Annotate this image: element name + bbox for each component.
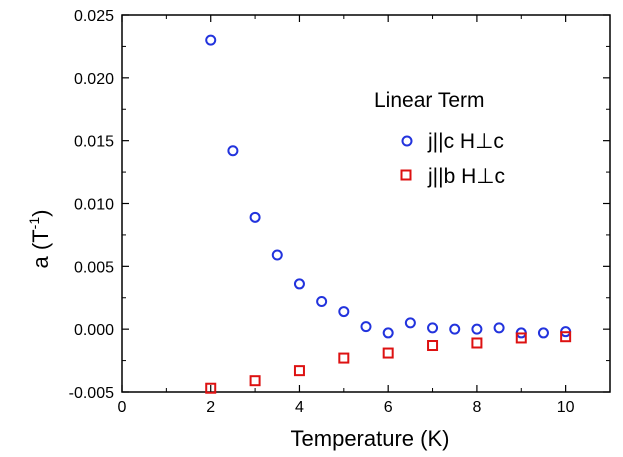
data-point-circle [449, 323, 461, 335]
data-point-circle [227, 145, 239, 157]
plot-frame [121, 14, 611, 393]
data-point-circle [471, 323, 483, 335]
data-point-circle [249, 211, 261, 223]
data-point-circle [271, 249, 283, 261]
x-tick-label: 6 [384, 399, 393, 416]
data-point-square [205, 382, 217, 394]
legend-label-jc: j||c H⊥c [427, 130, 504, 153]
data-point-circle [427, 322, 439, 334]
data-point-circle [537, 327, 549, 339]
data-point-square [293, 365, 305, 377]
x-tick-label: 0 [118, 399, 127, 416]
y-tick-label: -0.005 [69, 385, 114, 402]
y-tick-label: 0.005 [74, 259, 114, 276]
x-tick-label: 8 [472, 399, 481, 416]
tick-marks [121, 14, 610, 393]
data-point-square [427, 340, 439, 352]
y-tick-label: 0.025 [74, 8, 114, 25]
data-point-square [471, 337, 483, 349]
x-tick-label: 2 [206, 399, 215, 416]
legend-marker-circle [401, 135, 413, 147]
legend-marker-square [400, 169, 412, 181]
y-tick-label: 0.000 [74, 322, 114, 339]
data-point-circle [404, 317, 416, 329]
y-axis-title-main: a (T [28, 229, 53, 268]
x-tick-label: 10 [557, 399, 575, 416]
data-point-circle [293, 278, 305, 290]
data-point-square [515, 332, 527, 344]
data-points [205, 34, 572, 394]
tick-labels: 0 2 4 6 8 10 -0.005 0.000 0.005 0.010 0.015 0.020 0.… [69, 8, 575, 416]
data-point-circle [382, 327, 394, 339]
data-point-square [382, 347, 394, 359]
x-axis-title: Temperature (K) [291, 426, 450, 451]
x-tick-label: 4 [295, 399, 304, 416]
data-point-circle [316, 296, 328, 308]
y-axis-title-close: ) [28, 210, 53, 217]
y-tick-label: 0.010 [74, 197, 114, 214]
y-tick-label: 0.015 [74, 134, 114, 151]
data-point-square [249, 375, 261, 387]
y-axis-title-superscript: -1 [26, 217, 42, 230]
data-point-circle [338, 306, 350, 318]
data-point-circle [205, 34, 217, 46]
data-point-square [560, 331, 572, 343]
data-point-square [338, 352, 350, 364]
y-tick-label: 0.020 [74, 71, 114, 88]
axes [121, 14, 611, 393]
legend-label-jb: j||b H⊥c [427, 165, 505, 188]
data-point-circle [493, 322, 505, 334]
legend: Linear Term j||c H⊥c j||b H⊥c [374, 89, 505, 188]
y-axis-title: a (T-1) [26, 210, 53, 269]
data-point-circle [360, 321, 372, 333]
legend-title: Linear Term [374, 89, 485, 112]
